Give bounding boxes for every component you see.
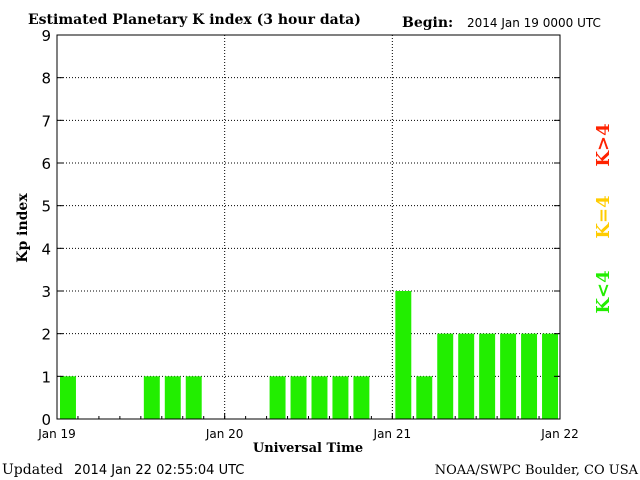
chart-title: Estimated Planetary K index (3 hour data…: [28, 12, 361, 28]
kp-bar: [479, 333, 496, 419]
legend-item: K>4: [593, 123, 614, 166]
x-axis-label: Universal Time: [253, 441, 363, 456]
kp-bar: [185, 376, 202, 419]
updated-value: 2014 Jan 22 02:55:04 UTC: [74, 463, 244, 478]
credit-text: NOAA/SWPC Boulder, CO USA: [435, 463, 639, 478]
kp-bar: [269, 376, 286, 419]
begin-label: Begin:: [402, 15, 453, 31]
kp-bar: [332, 376, 349, 419]
legend-item: K<4: [593, 270, 614, 313]
y-tick-label: 7: [41, 112, 51, 130]
x-tick-label: Jan 21: [373, 427, 412, 441]
plot-area: 0 1 2 3 4 5 6 7 8 9 Jan 19 Jan 20 Jan 21 Jan 22: [37, 27, 579, 441]
y-tick-label: 1: [41, 368, 51, 386]
y-tick-label: 0: [41, 411, 51, 429]
x-tick-label: Jan 19: [37, 427, 76, 441]
kp-bar: [311, 376, 328, 419]
x-tick-label: Jan 22: [540, 427, 579, 441]
y-tick-label: 5: [41, 198, 51, 216]
updated-label: Updated: [2, 462, 63, 478]
legend-item: K=4: [593, 195, 614, 238]
kp-bar: [290, 376, 307, 419]
kp-bar: [143, 376, 160, 419]
kp-bar: [395, 291, 412, 419]
legend: K>4 K=4 K<4: [593, 123, 614, 313]
kp-bar: [60, 376, 76, 419]
y-tick-label: 8: [41, 70, 51, 88]
kp-bar: [521, 333, 538, 419]
begin-value: 2014 Jan 19 0000 UTC: [467, 16, 601, 30]
kp-bar: [437, 333, 454, 419]
y-tick-label: 3: [41, 283, 51, 301]
kp-bar: [416, 376, 433, 419]
x-tick-label: Jan 20: [205, 427, 244, 441]
kp-bar: [353, 376, 370, 419]
y-axis-label: Kp index: [15, 193, 31, 263]
kp-bar: [542, 333, 558, 419]
y-tick-label: 6: [41, 155, 51, 173]
y-tick-label: 9: [41, 27, 51, 45]
kp-bar: [458, 333, 475, 419]
kp-bar: [500, 333, 517, 419]
kp-bar: [164, 376, 181, 419]
y-tick-label: 2: [41, 326, 51, 344]
y-tick-label: 4: [41, 240, 51, 258]
